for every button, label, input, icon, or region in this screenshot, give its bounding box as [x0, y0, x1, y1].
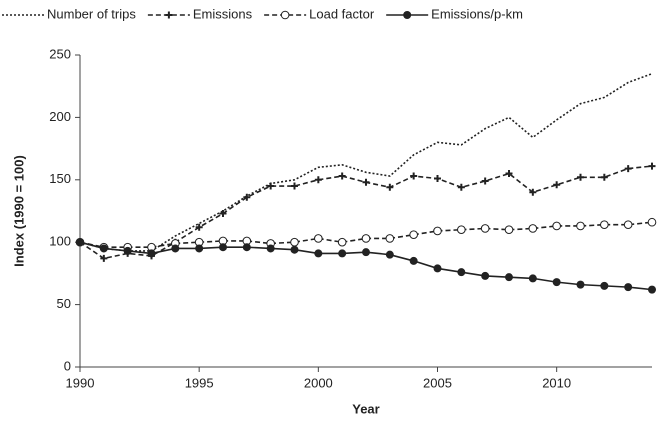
legend-marker [403, 11, 412, 19]
point [147, 249, 156, 258]
point [291, 182, 298, 190]
point [433, 226, 442, 236]
point [505, 273, 513, 282]
point [457, 183, 465, 191]
y-tick-label: 200 [49, 109, 71, 124]
point [457, 225, 466, 235]
x-axis-title: Year [352, 401, 379, 416]
series-line [79, 72, 653, 252]
y-tick-label: 50 [57, 296, 71, 311]
point [528, 224, 538, 233]
point [623, 220, 633, 230]
point [267, 182, 275, 190]
point [457, 268, 466, 277]
point [648, 162, 656, 170]
point [290, 245, 299, 254]
point [338, 172, 346, 180]
y-tick-label: 150 [49, 171, 71, 186]
point [600, 173, 608, 181]
point [505, 170, 513, 178]
legend-item: Emissions/p-km [386, 6, 523, 21]
point [219, 243, 227, 252]
y-tick-label: 0 [64, 358, 71, 373]
point [409, 230, 418, 240]
point [624, 283, 633, 292]
y-axis-title: Index (1990 = 100) [11, 155, 26, 267]
point [481, 177, 489, 185]
point [624, 165, 632, 173]
legend-marker [280, 10, 290, 20]
point [552, 278, 561, 287]
point [576, 221, 585, 231]
point [600, 220, 609, 230]
x-tick-label: 2010 [542, 375, 571, 390]
point [576, 280, 585, 289]
legend-label: Number of trips [47, 6, 136, 21]
point [243, 193, 251, 201]
point [76, 238, 84, 247]
legend-label: Emissions [193, 6, 253, 21]
point [648, 285, 656, 294]
legend-label: Load factor [309, 6, 375, 21]
point [219, 209, 227, 217]
y-tick-label: 250 [49, 46, 71, 61]
point [266, 244, 275, 253]
point [481, 271, 490, 280]
point [433, 264, 442, 273]
point [528, 274, 537, 283]
point [123, 246, 132, 255]
x-tick-label: 1990 [66, 375, 95, 390]
legend-label: Emissions/p-km [431, 6, 523, 21]
point [99, 244, 108, 253]
point [385, 234, 395, 243]
point [195, 244, 204, 253]
point [362, 248, 370, 257]
point [385, 250, 394, 259]
legend-marker [165, 11, 173, 19]
point [314, 234, 323, 243]
point [337, 237, 347, 247]
point [577, 173, 584, 181]
point [386, 183, 394, 191]
point [100, 254, 108, 262]
legend-item: Number of trips [2, 6, 136, 21]
point [529, 188, 537, 196]
legend-item: Emissions [147, 6, 253, 21]
point [647, 217, 657, 227]
point [552, 221, 561, 231]
point [504, 225, 514, 235]
point [314, 249, 323, 258]
x-tick-label: 2005 [423, 375, 452, 390]
legend-item: Load factor [264, 6, 375, 21]
point [480, 224, 490, 233]
point [410, 172, 418, 180]
point [242, 243, 251, 252]
point [314, 176, 322, 184]
point [361, 234, 371, 243]
point [409, 256, 418, 265]
point [362, 178, 370, 186]
point [195, 223, 203, 231]
point [600, 281, 609, 290]
point [290, 237, 299, 247]
point [434, 175, 441, 183]
point [171, 244, 180, 253]
x-tick-label: 2000 [304, 375, 333, 390]
y-tick-label: 100 [49, 234, 71, 249]
point [338, 249, 347, 258]
point [553, 181, 561, 189]
x-tick-label: 1995 [185, 375, 214, 390]
